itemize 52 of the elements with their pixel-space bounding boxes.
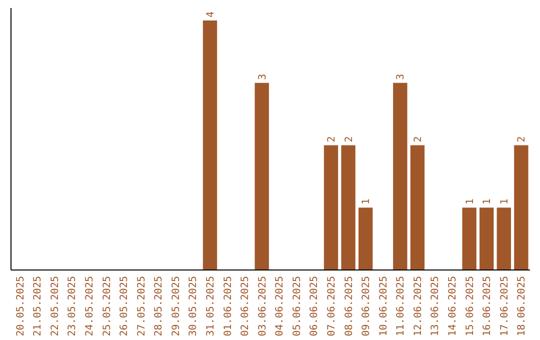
data-label: 3 xyxy=(257,74,268,80)
x-tick-label: 12.06.2025 xyxy=(412,276,424,336)
bar xyxy=(358,208,373,270)
bar xyxy=(410,145,425,270)
bar xyxy=(202,20,218,270)
x-tick-label: 11.06.2025 xyxy=(396,276,407,336)
x-tick-label: 30.05.2025 xyxy=(188,276,200,336)
x-tick-label: 04.06.2025 xyxy=(274,276,286,336)
x-tick-label: 01.06.2025 xyxy=(222,276,234,336)
data-label: 1 xyxy=(361,198,372,205)
data-label: 1 xyxy=(464,198,476,205)
data-label: 2 xyxy=(412,136,424,142)
x-tick-label: 27.05.2025 xyxy=(136,276,148,336)
x-tick-label: 17.06.2025 xyxy=(499,276,510,336)
bar xyxy=(324,145,338,270)
x-tick-label: 08.06.2025 xyxy=(344,276,355,336)
x-tick-label: 28.05.2025 xyxy=(154,276,165,336)
data-label: 2 xyxy=(344,136,355,142)
x-tick-label: 23.05.2025 xyxy=(67,276,78,336)
bar xyxy=(393,82,408,270)
x-tick-label: 13.06.2025 xyxy=(430,276,442,336)
bar xyxy=(480,208,494,270)
x-tick-label: 07.06.2025 xyxy=(326,276,338,336)
x-tick-label: 25.05.2025 xyxy=(102,276,113,336)
x-tick-label: 10.06.2025 xyxy=(378,276,390,336)
x-tick-label: 03.06.2025 xyxy=(257,276,268,336)
bar xyxy=(462,208,476,270)
x-tick-label: 26.05.2025 xyxy=(119,276,130,336)
data-label: 3 xyxy=(396,74,407,80)
bar xyxy=(254,82,269,270)
x-tick-label: 15.06.2025 xyxy=(464,276,476,336)
bar xyxy=(341,145,356,270)
bar xyxy=(496,208,511,270)
x-tick-label: 05.06.2025 xyxy=(292,276,303,336)
data-label: 1 xyxy=(482,198,494,205)
x-tick-label: 14.06.2025 xyxy=(448,276,459,336)
x-tick-label: 20.05.2025 xyxy=(15,276,26,336)
x-tick-label: 22.05.2025 xyxy=(50,276,61,336)
x-tick-label: 31.05.2025 xyxy=(205,276,216,336)
x-tick-label: 21.05.2025 xyxy=(32,276,44,336)
data-label: 1 xyxy=(499,198,510,205)
x-tick-label: 02.06.2025 xyxy=(240,276,252,336)
x-tick-label: 18.06.2025 xyxy=(516,276,528,336)
x-tick-label: 09.06.2025 xyxy=(361,276,372,336)
data-label: 2 xyxy=(516,136,528,142)
data-label: 4 xyxy=(205,11,216,18)
bar xyxy=(514,145,528,270)
data-label: 2 xyxy=(326,136,338,142)
x-tick-label: 16.06.2025 xyxy=(482,276,494,336)
x-tick-label: 29.05.2025 xyxy=(170,276,182,336)
x-tick-label: 24.05.2025 xyxy=(84,276,96,336)
x-tick-label: 06.06.2025 xyxy=(309,276,320,336)
